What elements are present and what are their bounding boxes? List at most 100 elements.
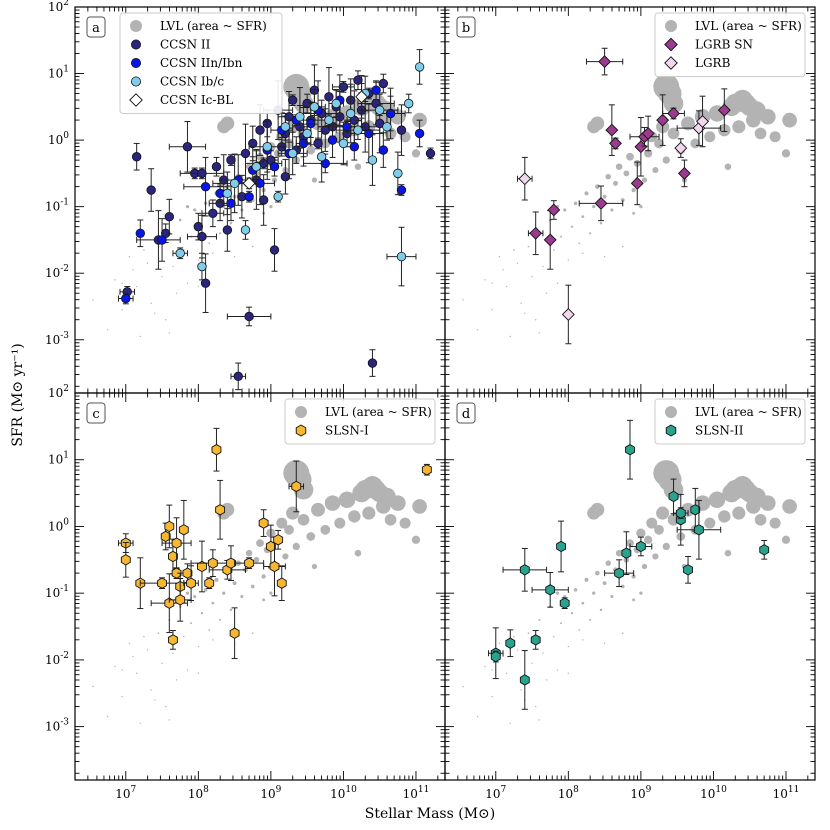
lvl-point [589,232,592,235]
lvl-point [584,577,589,582]
lvl-point [135,672,138,674]
ccsn-ib-c-point [287,148,298,159]
ccsn-ii-point [211,162,222,172]
lvl-point [197,259,200,261]
lvl-point [154,312,156,314]
lvl-point [251,632,254,635]
lvl-point [211,601,215,605]
lvl-point [233,255,236,258]
ccsn-iin-ibn-point [342,122,352,132]
legend-label: LGRB [695,56,731,70]
lvl-point [185,205,190,209]
ccsn-ii-point [197,168,207,179]
ccsn-ib-c-point [316,152,327,162]
lvl-point [399,517,411,529]
lvl-point [567,259,570,261]
slsn-i-point [164,597,175,609]
y-tick-label: 10-1 [45,198,69,214]
ccsn-ib-c-point [273,191,283,202]
lvl-point [135,285,138,288]
lvl-point [663,93,684,114]
lvl-point [599,608,603,612]
lvl-point [524,312,526,314]
slsn-i-point [171,537,182,549]
legend-b: LVL (area ~ SFR) LGRB SN LGRB [654,12,806,77]
legend-marker [295,406,307,418]
ccsn-ii-point [200,278,211,288]
legend-label: CCSN II [160,38,211,52]
ccsn-ii-point [396,125,407,135]
ccsn-ib-c-point [251,162,262,172]
ccsn-ib-c-point [353,125,363,135]
ccsn-ii-point [193,221,204,232]
lvl-point [602,581,607,586]
lvl-point [662,542,670,551]
lvl-point [164,319,167,321]
lvl-point [172,652,174,654]
lvl-point [334,517,346,529]
ccsn-ii-point [258,195,269,205]
lvl-point [555,591,560,595]
lvl-point [578,628,581,631]
ccsn-ib-c-point [262,142,272,152]
lvl-point [292,542,300,551]
lgrb-sn-point [609,136,622,150]
lvl-point [704,131,716,143]
lvl-point [197,285,200,288]
ccsn-ib-c-point [229,178,240,189]
ccsn-ii-point [131,152,142,162]
ccsn-iin-ibn-point [306,118,316,129]
lvl-point [704,517,716,529]
slsn-i-point [186,577,197,589]
lvl-point [378,487,396,506]
lvl-point [516,649,519,651]
slsn-ii-point [556,540,566,553]
ccsn-ii-point [269,245,280,255]
lvl-point [584,191,589,196]
lvl-point [178,218,182,222]
ccsn-ib-c-point [393,168,403,179]
lvl-point [212,639,214,641]
lvl-point [615,163,623,171]
lvl-point [542,652,544,654]
slsn-i-point [258,517,269,529]
legend-a: LVL (area ~ SFR) CCSN II CCSN IIn/Ibn CCSN … [119,12,283,114]
slsn-ii-point [614,567,625,579]
lvl-point [641,177,648,183]
lvl-point [229,222,233,225]
slsn-ii-point [683,564,693,576]
lvl-point [553,635,555,638]
panel-d: 107 108 109 1010 1011 d LVL (area ~ SFR) SLSN-I… [444,392,816,801]
lvl-point [646,517,658,529]
panel-label: c [86,402,106,424]
ccsn-ii-point [378,78,389,89]
lvl-point [656,506,670,520]
slsn-ii-point [545,584,556,596]
lvl-point [175,679,178,681]
ccsn-ii-point [244,311,254,322]
lgrb-sn-point [667,107,680,120]
lvl-point [128,255,131,258]
legend-label: SLSN-I [325,424,369,438]
ccsn-ii-point [353,75,363,85]
y-tick-label: 10-1 [45,584,69,600]
slsn-ii-point [519,674,530,686]
legend-label: CCSN IIn/Ibn [160,56,243,70]
plot-area-c [92,427,432,724]
legend-label: LGRB SN [695,38,753,52]
lvl-point [570,612,574,615]
ccsn-iin-ibn-point [269,162,280,172]
y-tick-label: 102 [48,0,69,14]
legend-marker [129,93,143,107]
ccsn-ib-c-point [295,112,305,122]
lvl-point [589,618,592,621]
lvl-point [139,335,141,338]
lvl-point [724,549,732,557]
lvl-point [271,177,278,183]
lvl-point [590,502,605,517]
slsn-ii-point [621,547,632,559]
lvl-point [623,170,630,177]
legend-marker [130,58,141,69]
lvl-point [520,689,522,691]
slsn-ii-point [559,597,570,609]
